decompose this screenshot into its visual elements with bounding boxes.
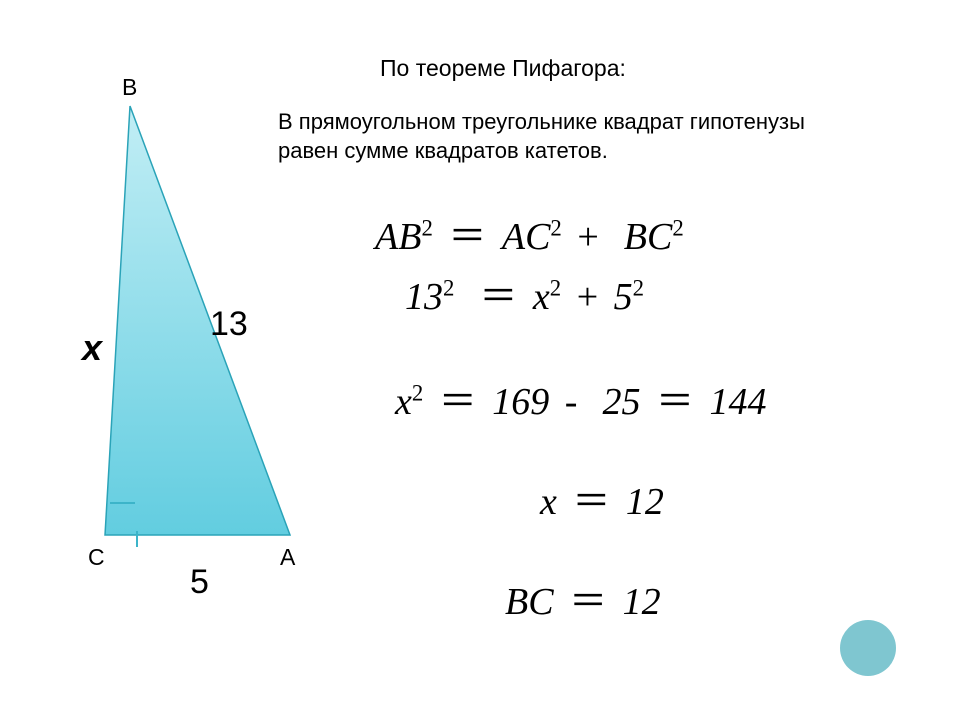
slide-stage: По теореме Пифагора: В прямоугольном тре… (0, 0, 960, 720)
vertex-label-b: В (122, 74, 137, 100)
triangle-shape (105, 106, 290, 535)
accent-circle-icon (840, 620, 896, 676)
equation-4: x ＝ 12 (540, 470, 664, 525)
equation-1: AB2 ＝ AC2 + BC2 (375, 205, 684, 260)
side-label-hypotenuse: 13 (210, 305, 248, 343)
side-label-5: 5 (190, 563, 209, 601)
equation-3: x2 ＝ 169 - 25 ＝ 144 (395, 370, 766, 425)
equation-5: BC ＝ 12 (505, 570, 661, 625)
triangle-figure: В С А 13 х 5 (0, 0, 960, 720)
vertex-label-a: А (280, 544, 296, 570)
side-label-x: х (80, 327, 104, 368)
vertex-label-c: С (88, 544, 105, 570)
equation-2: 132 ＝ x2 + 52 (405, 265, 644, 320)
